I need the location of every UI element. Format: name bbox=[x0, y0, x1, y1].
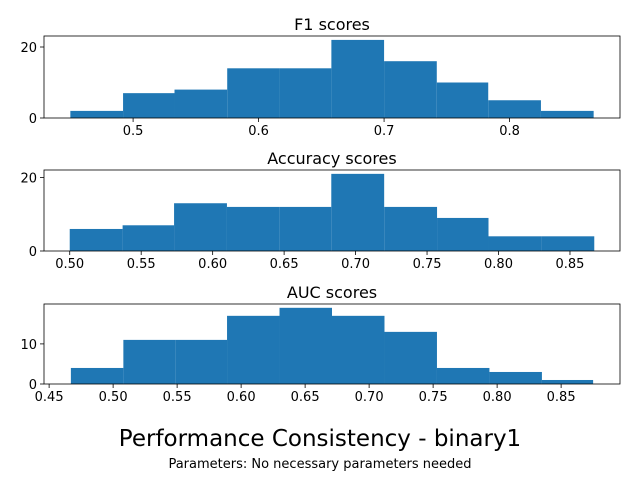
histogram-bar bbox=[70, 367, 124, 384]
x-tick-label: 0.60 bbox=[198, 257, 227, 272]
histogram-bar bbox=[384, 206, 438, 251]
chart-panel-2: Accuracy scores 0.50 0.55 0.60 0.65 0.70 0.75 0… bbox=[20, 149, 621, 272]
y-tick-label: 20 bbox=[20, 41, 37, 56]
chart-panel-3: AUC scores 0.45 0.50 0.55 0.60 0.65 0.70 0.75 0.… bbox=[20, 283, 621, 405]
histogram-bar bbox=[489, 371, 542, 384]
histogram-bar bbox=[384, 61, 437, 118]
x-tick-label: 0.75 bbox=[419, 390, 448, 405]
x-tick-label: 0.45 bbox=[35, 390, 64, 405]
x-tick-label: 0.5 bbox=[123, 124, 144, 139]
x-tick-label: 0.60 bbox=[227, 390, 256, 405]
histogram-bar bbox=[175, 339, 228, 384]
histogram-bar bbox=[123, 339, 176, 384]
histogram-bar bbox=[279, 68, 332, 118]
subplot-title: AUC scores bbox=[287, 283, 377, 302]
histogram-bar bbox=[174, 203, 227, 251]
plot-frame bbox=[43, 169, 621, 252]
x-tick-label: 0.65 bbox=[270, 257, 299, 272]
subplot-title: Accuracy scores bbox=[267, 149, 396, 168]
histogram-bar bbox=[488, 100, 541, 118]
histogram-bar bbox=[540, 110, 594, 118]
histogram-bar bbox=[69, 228, 123, 251]
y-tick-label: 0 bbox=[29, 378, 37, 393]
histogram-bar bbox=[70, 110, 124, 118]
x-tick-label: 0.65 bbox=[291, 390, 320, 405]
histogram-bar bbox=[332, 315, 385, 384]
y-tick-label: 10 bbox=[20, 338, 37, 353]
figure-title: Performance Consistency - binary1 bbox=[118, 426, 522, 452]
x-tick-label: 0.80 bbox=[484, 257, 513, 272]
y-tick-label: 20 bbox=[20, 172, 37, 187]
histogram-bar bbox=[174, 89, 228, 118]
histogram-bar bbox=[436, 367, 490, 384]
x-tick-label: 0.8 bbox=[499, 124, 520, 139]
x-tick-label: 0.55 bbox=[127, 257, 156, 272]
x-tick-label: 0.50 bbox=[99, 390, 128, 405]
x-tick-label: 0.50 bbox=[55, 257, 84, 272]
y-tick-label: 0 bbox=[29, 245, 37, 260]
histogram-bar bbox=[488, 236, 542, 251]
figure-subtitle: Parameters: No necessary parameters need… bbox=[168, 457, 472, 472]
x-tick-label: 0.70 bbox=[341, 257, 370, 272]
chart-panel-1: F1 scores 0.5 0.6 0.7 0.8 0 20 bbox=[20, 15, 621, 139]
histogram-bar bbox=[123, 93, 175, 118]
x-tick-label: 0.6 bbox=[248, 124, 269, 139]
histogram-bar bbox=[541, 236, 595, 251]
histogram-bar bbox=[226, 206, 280, 251]
histogram-bar bbox=[227, 315, 280, 384]
x-tick-label: 0.85 bbox=[555, 257, 584, 272]
x-tick-label: 0.75 bbox=[413, 257, 442, 272]
x-tick-label: 0.80 bbox=[483, 390, 512, 405]
histogram-bar bbox=[122, 225, 175, 251]
x-tick-label: 0.70 bbox=[355, 390, 384, 405]
histogram-bar bbox=[227, 68, 280, 118]
plot-frame bbox=[43, 35, 621, 119]
histogram-bar bbox=[437, 217, 489, 251]
histogram-bar bbox=[279, 206, 332, 251]
histogram-bar bbox=[384, 331, 437, 384]
histogram-bar bbox=[279, 307, 332, 384]
x-tick-label: 0.85 bbox=[547, 390, 576, 405]
histogram-bar bbox=[331, 39, 385, 118]
x-tick-label: 0.55 bbox=[163, 390, 192, 405]
histogram-bar bbox=[541, 379, 594, 384]
histogram-bar bbox=[436, 82, 489, 118]
subplot-title: F1 scores bbox=[294, 15, 370, 34]
y-tick-label: 0 bbox=[29, 112, 37, 127]
x-tick-label: 0.7 bbox=[374, 124, 395, 139]
histogram-bar bbox=[331, 173, 385, 251]
